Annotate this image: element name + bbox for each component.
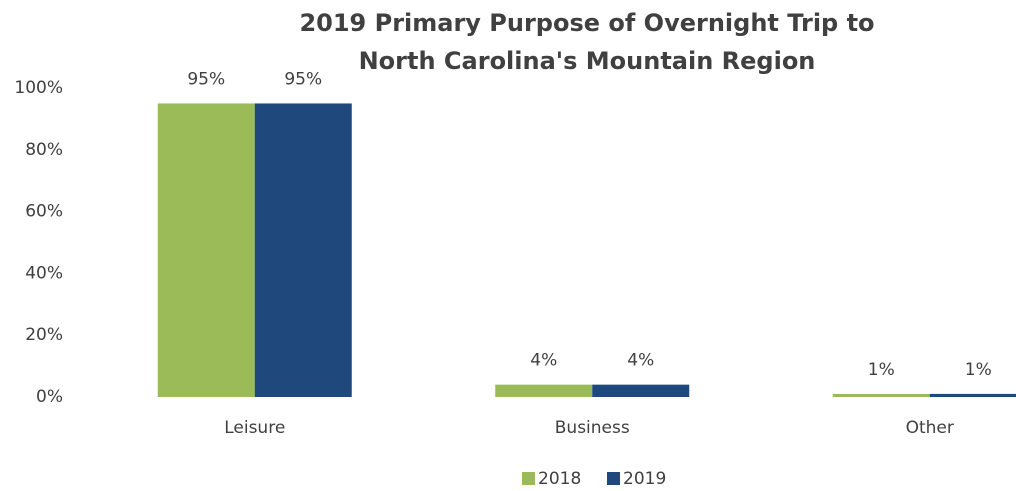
value-label: 95%	[187, 69, 225, 89]
value-label: 1%	[965, 360, 992, 380]
value-label: 4%	[530, 351, 557, 371]
chart-title: North Carolina's Mountain Region	[359, 47, 816, 75]
bar	[254, 103, 352, 397]
bar	[592, 384, 690, 397]
y-tick-label: 20%	[25, 325, 63, 345]
legend-label: 2018	[538, 469, 581, 489]
value-label: 95%	[284, 69, 322, 89]
y-tick-label: 100%	[14, 78, 63, 98]
legend-swatch	[522, 472, 535, 485]
value-label: 4%	[627, 351, 654, 371]
legend-label: 2019	[623, 469, 666, 489]
x-tick-label: Other	[906, 418, 954, 438]
chart-title: 2019 Primary Purpose of Overnight Trip t…	[299, 9, 874, 37]
bar	[929, 393, 1016, 397]
x-tick-label: Leisure	[224, 418, 285, 438]
x-tick-label: Business	[555, 418, 630, 438]
value-label: 1%	[868, 360, 895, 380]
y-tick-label: 80%	[25, 140, 63, 160]
bar	[495, 384, 593, 397]
legend-swatch	[607, 472, 620, 485]
bar	[832, 393, 930, 397]
y-tick-label: 60%	[25, 202, 63, 222]
bar	[157, 103, 255, 397]
y-tick-label: 40%	[25, 263, 63, 283]
y-tick-label: 0%	[36, 387, 63, 407]
